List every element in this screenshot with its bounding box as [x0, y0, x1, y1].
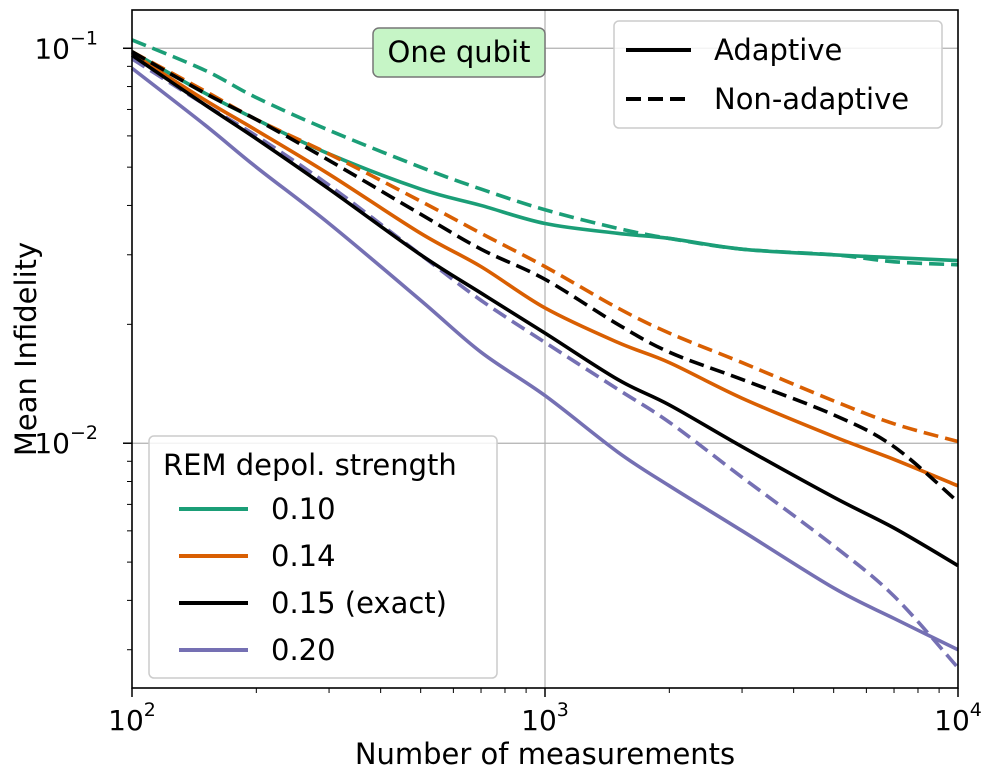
annotation-text: One qubit — [388, 35, 531, 69]
style-legend-label: Adaptive — [714, 33, 842, 67]
x-axis-label: Number of measurements — [355, 737, 735, 771]
y-tick-label: 10−2 — [34, 422, 98, 460]
series-line-0-10-non-adaptive — [131, 38, 959, 267]
color-legend: REM depol. strength 0.10 0.14 0.15 (exact)… — [148, 435, 498, 679]
series-line-0-14-adaptive — [131, 51, 959, 488]
style-legend: Adaptive Non-adaptive — [613, 20, 943, 129]
series-lines — [130, 38, 960, 669]
color-legend-frame — [148, 435, 498, 679]
style-legend-frame — [613, 20, 943, 129]
x-tick-label: 102 — [108, 699, 156, 737]
series-line-0-15-exact--adaptive — [130, 53, 959, 568]
annotation-box: One qubit — [372, 27, 546, 78]
y-tick-label: 10−1 — [34, 27, 98, 65]
x-tick-label: 103 — [521, 699, 569, 737]
series-line-0-15-exact--non-adaptive — [131, 50, 960, 504]
color-legend-label: 0.14 — [271, 539, 336, 573]
color-legend-label: 0.15 (exact) — [271, 586, 447, 620]
color-legend-title: REM depol. strength — [163, 448, 457, 482]
color-legend-label: 0.20 — [271, 633, 336, 667]
color-legend-label: 0.10 — [271, 492, 336, 526]
series-line-0-20-adaptive — [130, 66, 959, 652]
tick-labels: 102 103 104 10−1 10−2 — [34, 27, 982, 737]
major-ticks — [123, 47, 959, 697]
minor-ticks — [127, 65, 940, 693]
style-legend-label: Non-adaptive — [714, 82, 909, 116]
y-axis-label: Mean Infidelity — [9, 242, 43, 456]
x-tick-label: 104 — [934, 699, 982, 737]
annotation-background — [372, 27, 546, 78]
